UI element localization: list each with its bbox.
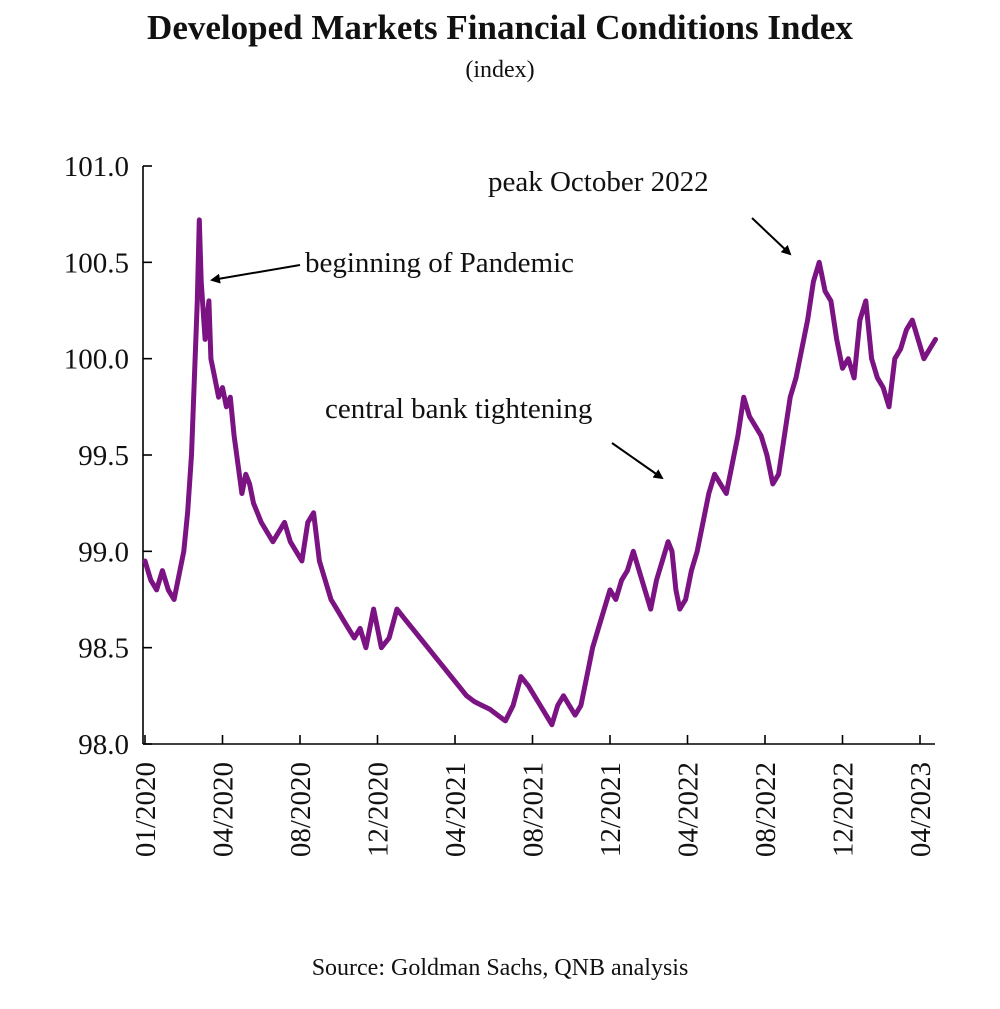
x-tick-label: 12/2020 bbox=[363, 762, 395, 857]
annotation-arrow bbox=[210, 264, 301, 284]
chart-subtitle: (index) bbox=[465, 57, 535, 83]
chart-title: Developed Markets Financial Conditions I… bbox=[147, 8, 853, 47]
annotations: beginning of Pandemic central bank tighte… bbox=[210, 166, 792, 480]
annotation-arrow bbox=[611, 442, 664, 480]
y-tick-label: 99.0 bbox=[78, 536, 129, 568]
x-tick-label: 01/2020 bbox=[130, 762, 162, 857]
annotation-label: beginning of Pandemic bbox=[305, 247, 574, 279]
x-tick-label: 08/2021 bbox=[518, 762, 550, 857]
x-axis: 01/2020 04/2020 08/2020 12/2020 04/2021 08/20… bbox=[130, 735, 937, 857]
x-tick-label: 04/2020 bbox=[208, 762, 240, 857]
series-line bbox=[142, 217, 938, 728]
x-tick-label: 04/2022 bbox=[673, 762, 705, 857]
series-group bbox=[142, 217, 938, 728]
annotation-arrow bbox=[751, 217, 792, 256]
x-tick-label: 12/2022 bbox=[828, 762, 860, 857]
x-tick-label: 04/2023 bbox=[905, 762, 937, 857]
y-axis: 98.0 98.5 99.0 99.5 100.0 100.5 101.0 bbox=[64, 151, 152, 761]
y-tick-label: 98.0 bbox=[78, 729, 129, 761]
annotation-label: peak October 2022 bbox=[488, 166, 709, 198]
annotation-label: central bank tightening bbox=[325, 393, 592, 425]
x-tick-label: 12/2021 bbox=[595, 762, 627, 857]
y-tick-label: 100.0 bbox=[64, 344, 129, 376]
source-note: Source: Goldman Sachs, QNB analysis bbox=[311, 955, 689, 981]
x-tick-label: 04/2021 bbox=[440, 762, 472, 857]
x-tick-label: 08/2022 bbox=[750, 762, 782, 857]
y-tick-label: 100.5 bbox=[64, 247, 129, 279]
y-tick-label: 99.5 bbox=[78, 440, 129, 472]
x-tick-label: 08/2020 bbox=[285, 762, 317, 857]
y-tick-label: 98.5 bbox=[78, 633, 129, 665]
y-tick-label: 101.0 bbox=[64, 151, 129, 183]
